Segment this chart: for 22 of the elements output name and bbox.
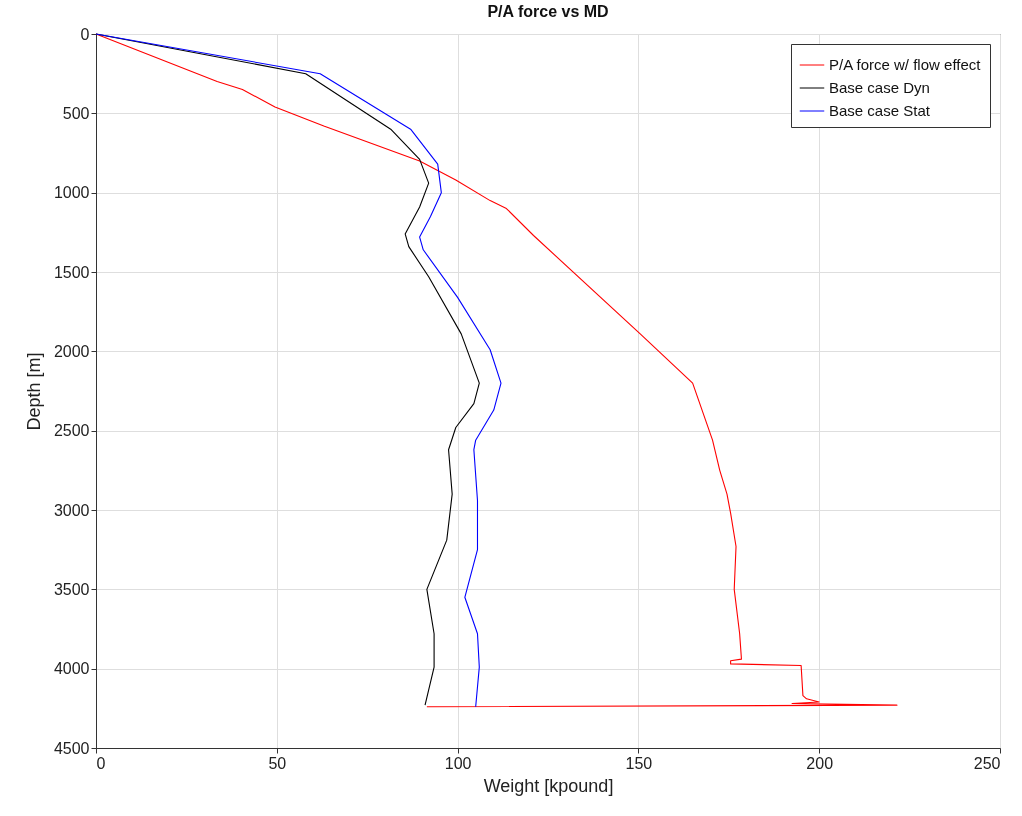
x-tick-label: 150 xyxy=(625,754,653,772)
legend-label: Base case Dyn xyxy=(829,79,930,96)
x-axis-title: Weight [kpound] xyxy=(483,775,614,796)
x-tick-label: 50 xyxy=(268,754,287,772)
x-tick-label: 100 xyxy=(444,754,472,772)
y-axis-title: Depth [m] xyxy=(23,352,44,431)
x-tick-label: 250 xyxy=(973,754,1001,772)
y-tick-label: 4000 xyxy=(53,660,90,678)
chart-title: P/A force vs MD xyxy=(487,3,609,20)
x-tick-label: 0 xyxy=(96,754,106,772)
legend-label: P/A force w/ flow effect xyxy=(829,56,982,73)
y-tick-label: 2500 xyxy=(53,422,90,440)
x-tick-label: 200 xyxy=(806,754,834,772)
y-tick-label: 3500 xyxy=(53,580,90,598)
y-tick-label: 4500 xyxy=(53,739,90,757)
y-tick-label: 3000 xyxy=(53,501,90,519)
y-tick-label: 1500 xyxy=(53,263,90,281)
y-tick-label: 1000 xyxy=(53,184,90,202)
y-tick-label: 0 xyxy=(80,25,90,43)
legend-label: Base case Stat xyxy=(829,102,931,119)
y-tick-label: 500 xyxy=(62,104,90,122)
y-tick-label: 2000 xyxy=(53,342,90,360)
